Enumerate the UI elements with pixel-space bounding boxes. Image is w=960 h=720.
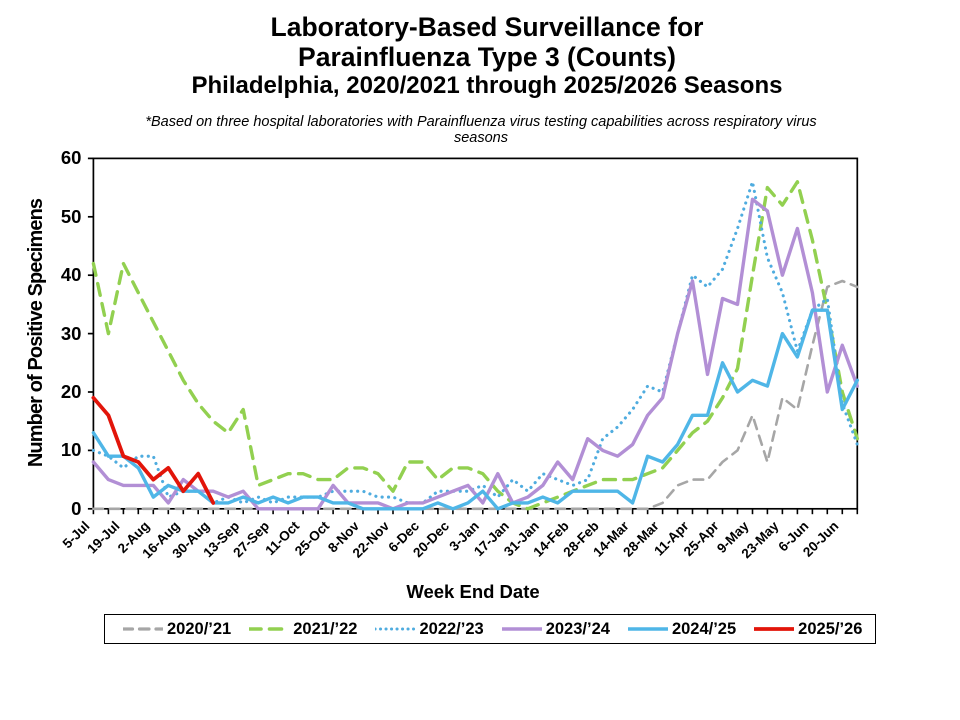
svg-text:0: 0 xyxy=(71,498,81,519)
svg-text:Number of Positive Specimens: Number of Positive Specimens xyxy=(25,198,47,467)
svg-text:40: 40 xyxy=(61,264,82,285)
svg-text:20: 20 xyxy=(61,381,82,402)
svg-text:19-Jul: 19-Jul xyxy=(84,518,122,556)
svg-text:60: 60 xyxy=(61,147,82,168)
svg-text:50: 50 xyxy=(61,206,82,227)
svg-text:30: 30 xyxy=(61,323,82,344)
svg-text:25-Apr: 25-Apr xyxy=(681,518,722,559)
svg-text:25-Oct: 25-Oct xyxy=(292,518,333,559)
svg-text:Week End Date: Week End Date xyxy=(406,581,539,602)
svg-text:10: 10 xyxy=(61,439,82,460)
